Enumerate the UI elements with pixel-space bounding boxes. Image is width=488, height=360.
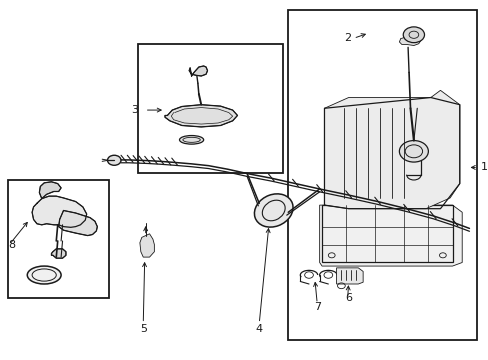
Polygon shape (164, 105, 237, 127)
Circle shape (399, 140, 427, 162)
Text: 7: 7 (313, 302, 320, 312)
Circle shape (403, 27, 424, 42)
Polygon shape (39, 182, 61, 199)
Ellipse shape (27, 266, 61, 284)
Polygon shape (336, 268, 363, 284)
Polygon shape (59, 211, 97, 235)
Text: 4: 4 (255, 324, 262, 334)
Bar (138, 44, 283, 173)
Polygon shape (140, 234, 154, 257)
Polygon shape (189, 66, 207, 76)
Bar (287, 10, 476, 339)
Polygon shape (319, 205, 461, 266)
Ellipse shape (179, 135, 203, 144)
Polygon shape (324, 90, 459, 209)
Text: 2: 2 (343, 33, 350, 43)
Text: 3: 3 (131, 105, 138, 115)
Text: 8: 8 (8, 239, 15, 249)
Ellipse shape (254, 194, 292, 227)
Text: 5: 5 (140, 324, 146, 334)
Polygon shape (399, 35, 420, 45)
Text: 6: 6 (345, 293, 351, 303)
Bar (322, 205, 451, 262)
Polygon shape (32, 196, 86, 227)
Circle shape (107, 155, 121, 165)
Text: 1: 1 (480, 162, 487, 172)
Polygon shape (51, 249, 66, 258)
Bar (8, 180, 109, 298)
